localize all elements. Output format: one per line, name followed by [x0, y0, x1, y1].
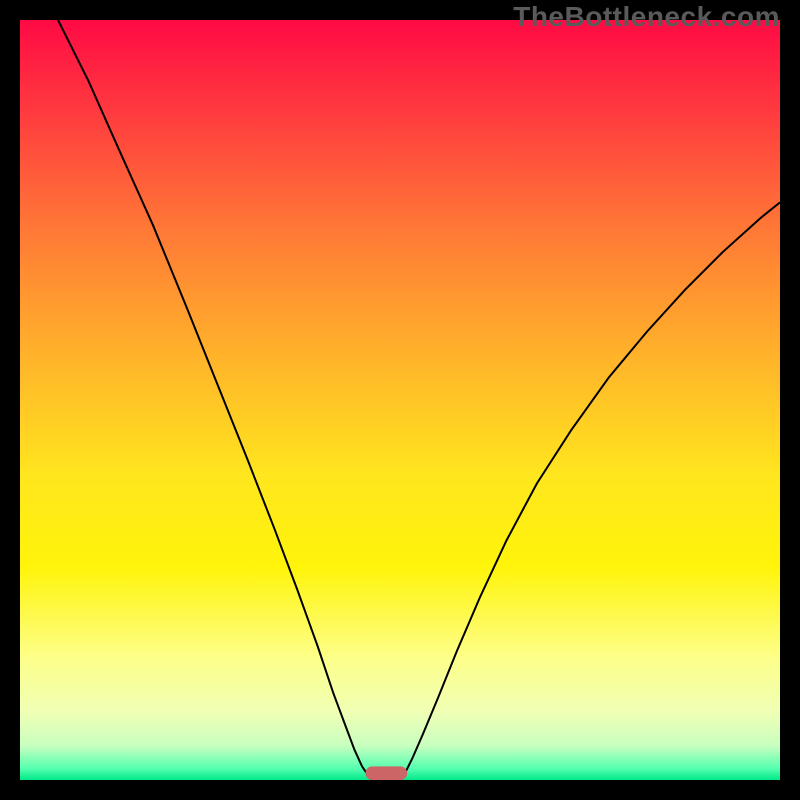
watermark-text: TheBottleneck.com: [513, 0, 780, 34]
bottleneck-chart: [0, 0, 800, 800]
gradient-background: [20, 20, 780, 780]
optimum-marker: [365, 766, 407, 780]
chart-frame: TheBottleneck.com: [0, 0, 800, 800]
